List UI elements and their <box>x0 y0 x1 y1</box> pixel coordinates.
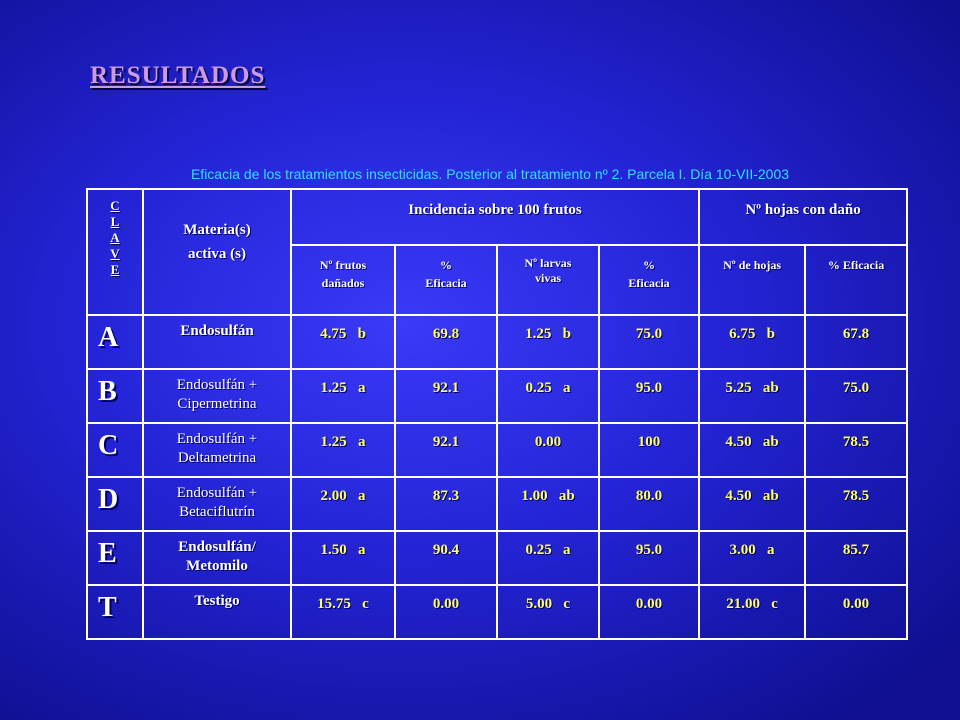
eficacia-subheader-3: % Eficacia <box>804 244 909 316</box>
hojas-danadas-cell: 5.25 ab <box>698 368 807 424</box>
materia-activa-cell: Endosulfán/Metomilo <box>142 530 292 586</box>
materia-activa-line: Endosulfán/ <box>178 539 256 555</box>
hojas-danadas-cell: 4.50 ab <box>698 476 807 532</box>
materia-activa-line: Endosulfán + <box>176 485 258 501</box>
clave-letter: E <box>110 262 120 277</box>
larvas-subheader: Nº larvas vivas <box>496 244 600 316</box>
materia-activa-line: Metomilo <box>186 558 248 574</box>
materia-activa-cell: Endosulfán + Cipermetrina <box>142 368 292 424</box>
larvas-vivas-cell: 1.25 b <box>496 314 600 370</box>
eficacia-hojas-cell: 78.5 <box>804 476 909 532</box>
larvas-vivas-cell: 0.25 a <box>496 368 600 424</box>
materia-activa-line: Deltametrina <box>177 450 257 466</box>
frutos-danados-cell: 2.00 a <box>290 476 396 532</box>
treatment-key: D <box>86 476 144 532</box>
frutos-danados-cell: 4.75 b <box>290 314 396 370</box>
eficacia-larvas-cell: 95.0 <box>597 368 701 424</box>
eficacia-larvas-cell: 80.0 <box>597 476 701 532</box>
materia-header-line: activa (s) <box>188 246 246 262</box>
clave-letter: C <box>110 198 120 213</box>
table-row: D Endosulfán + Betaciflutrín 2.00 a 87.3 1.00… <box>86 476 909 532</box>
eficacia-hojas-cell: 78.5 <box>804 422 909 478</box>
materia-header: Materia(s) activa (s) <box>142 188 292 316</box>
materia-activa-cell: Endosulfán + Betaciflutrín <box>142 476 292 532</box>
eficacia-subheader-1: % Eficacia <box>394 244 498 316</box>
eficacia-larvas-cell: 95.0 <box>597 530 701 586</box>
materia-activa-line: Betaciflutrín <box>179 504 255 520</box>
eficacia-hojas-cell: 0.00 <box>804 584 909 640</box>
eficacia-frutos-cell: 0.00 <box>394 584 498 640</box>
materia-activa-line: Endosulfán + <box>176 377 258 393</box>
materia-header-line: Materia(s) <box>183 222 251 238</box>
treatment-key: T <box>86 584 144 640</box>
eficacia-frutos-cell: 87.3 <box>394 476 498 532</box>
eficacia-frutos-cell: 90.4 <box>394 530 498 586</box>
larvas-vivas-cell: 1.00 ab <box>496 476 600 532</box>
treatment-key: E <box>86 530 144 586</box>
eficacia-larvas-cell: 100 <box>597 422 701 478</box>
hojas-danadas-cell: 6.75 b <box>698 314 807 370</box>
hojas-danadas-cell: 4.50 ab <box>698 422 807 478</box>
treatment-key: B <box>86 368 144 424</box>
table-caption: Eficacia de los tratamientos insecticida… <box>190 166 790 182</box>
hojas-header: Nº hojas con daño <box>698 188 909 246</box>
materia-activa-cell: Endosulfán <box>142 314 292 370</box>
eficacia-frutos-cell: 92.1 <box>394 368 498 424</box>
frutos-danados-cell: 15.75 c <box>290 584 396 640</box>
table-row: T Testigo 15.75 c 0.00 5.00 c 0.00 21.00 c 0.00 <box>86 584 909 640</box>
clave-letter: L <box>110 214 120 229</box>
frutos-danados-cell: 1.25 a <box>290 422 396 478</box>
frutos-danados-cell: 1.25 a <box>290 368 396 424</box>
eficacia-larvas-cell: 0.00 <box>597 584 701 640</box>
larvas-vivas-cell: 0.25 a <box>496 530 600 586</box>
table-row: A Endosulfán 4.75 b 69.8 1.25 b 75.0 6.75 b 67.… <box>86 314 909 370</box>
table-row: B Endosulfán + Cipermetrina 1.25 a 92.1 0.25 … <box>86 368 909 424</box>
eficacia-hojas-cell: 75.0 <box>804 368 909 424</box>
eficacia-subheader-2: % Eficacia <box>597 244 701 316</box>
materia-activa-line: Endosulfán <box>180 323 254 339</box>
treatment-key: C <box>86 422 144 478</box>
materia-activa-cell: Testigo <box>142 584 292 640</box>
table-row: E Endosulfán/Metomilo 1.50 a 90.4 0.25 a 95.0… <box>86 530 909 586</box>
incidencia-header: Incidencia sobre 100 frutos <box>289 188 701 246</box>
clave-letter: A <box>110 230 120 245</box>
materia-activa-line: Endosulfán + <box>176 431 258 447</box>
nhojas-subheader: Nº de hojas <box>698 244 807 316</box>
treatment-key: A <box>86 314 144 370</box>
larvas-vivas-cell: 0.00 <box>496 422 600 478</box>
eficacia-hojas-cell: 85.7 <box>804 530 909 586</box>
larvas-vivas-cell: 5.00 c <box>496 584 600 640</box>
materia-activa-line: Cipermetrina <box>177 396 257 412</box>
eficacia-frutos-cell: 69.8 <box>394 314 498 370</box>
table-row: C Endosulfán + Deltametrina 1.25 a 92.1 0.00 1… <box>86 422 909 478</box>
materia-activa-line: Testigo <box>194 593 240 609</box>
hojas-danadas-cell: 21.00 c <box>698 584 807 640</box>
eficacia-hojas-cell: 67.8 <box>804 314 909 370</box>
clave-letter: V <box>110 246 120 261</box>
results-table: C L A V E Materia(s) activa (s) Incidenc… <box>86 188 909 640</box>
eficacia-frutos-cell: 92.1 <box>394 422 498 478</box>
frutos-danados-cell: 1.50 a <box>290 530 396 586</box>
eficacia-larvas-cell: 75.0 <box>597 314 701 370</box>
materia-activa-cell: Endosulfán + Deltametrina <box>142 422 292 478</box>
frutos-subheader: Nº frutos dañados <box>290 244 396 316</box>
clave-header: C L A V E <box>86 188 144 316</box>
hojas-danadas-cell: 3.00 a <box>698 530 807 586</box>
page-title: RESULTADOS <box>90 62 266 89</box>
